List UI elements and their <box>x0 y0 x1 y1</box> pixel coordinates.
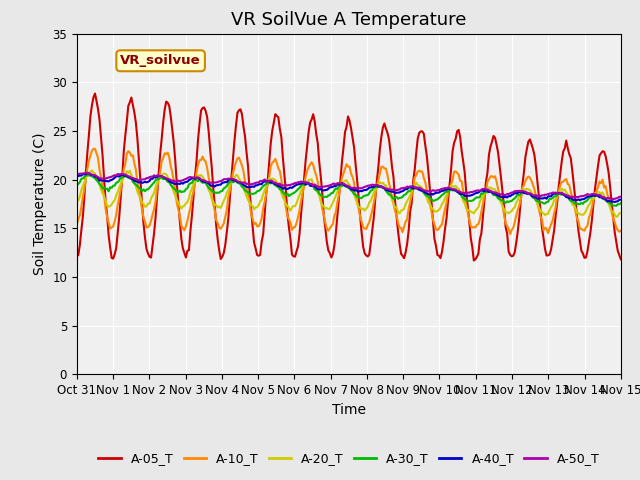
Line: A-20_T: A-20_T <box>77 170 621 217</box>
A-40_T <box>85 170 93 176</box>
A-50_T <box>237 180 244 185</box>
A-20_T <box>617 210 625 216</box>
A-50_T <box>264 179 271 184</box>
A-40_T <box>237 180 244 186</box>
A-50_T <box>617 194 625 200</box>
A-20_T <box>237 178 244 183</box>
A-50_T <box>255 180 262 185</box>
A-05_T <box>91 91 99 96</box>
A-50_T <box>312 183 320 189</box>
Line: A-30_T: A-30_T <box>77 175 621 206</box>
A-20_T <box>141 204 149 210</box>
A-10_T <box>264 181 271 187</box>
A-20_T <box>255 202 262 208</box>
A-05_T <box>255 253 262 259</box>
A-50_T <box>588 191 596 197</box>
Line: A-40_T: A-40_T <box>77 173 621 202</box>
A-10_T <box>589 196 597 202</box>
A-40_T <box>617 197 625 203</box>
Line: A-50_T: A-50_T <box>77 173 621 199</box>
A-10_T <box>617 228 625 233</box>
A-05_T <box>589 200 597 205</box>
A-05_T <box>312 131 320 137</box>
A-40_T <box>588 193 596 199</box>
A-20_T <box>612 214 620 220</box>
Legend: A-05_T, A-10_T, A-20_T, A-30_T, A-40_T, A-50_T: A-05_T, A-10_T, A-20_T, A-30_T, A-40_T, … <box>93 447 604 470</box>
A-30_T <box>617 200 625 206</box>
A-20_T <box>264 180 271 186</box>
A-30_T <box>612 203 620 209</box>
A-30_T <box>84 172 92 178</box>
A-30_T <box>312 187 320 193</box>
A-40_T <box>264 179 271 184</box>
A-50_T <box>82 170 90 176</box>
Y-axis label: Soil Temperature (C): Soil Temperature (C) <box>33 133 47 275</box>
A-05_T <box>617 256 625 262</box>
Title: VR SoilVue A Temperature: VR SoilVue A Temperature <box>231 11 467 29</box>
A-20_T <box>73 199 81 204</box>
A-05_T <box>73 254 81 260</box>
A-10_T <box>91 146 99 152</box>
A-30_T <box>141 188 149 194</box>
A-50_T <box>73 171 81 177</box>
A-05_T <box>141 235 149 240</box>
A-40_T <box>611 199 619 205</box>
A-50_T <box>141 177 149 182</box>
A-50_T <box>609 196 617 202</box>
A-40_T <box>255 181 262 187</box>
A-20_T <box>312 187 320 193</box>
A-30_T <box>237 181 244 187</box>
A-05_T <box>470 258 477 264</box>
X-axis label: Time: Time <box>332 403 366 417</box>
A-30_T <box>73 183 81 189</box>
A-10_T <box>506 231 514 237</box>
A-10_T <box>312 172 320 178</box>
A-40_T <box>141 179 149 185</box>
A-20_T <box>588 196 596 202</box>
A-10_T <box>141 218 149 224</box>
A-10_T <box>255 223 262 229</box>
A-30_T <box>588 193 596 199</box>
A-30_T <box>264 180 271 186</box>
A-10_T <box>237 158 244 164</box>
A-30_T <box>255 188 262 194</box>
A-40_T <box>312 185 320 191</box>
A-05_T <box>264 178 271 183</box>
A-10_T <box>73 222 81 228</box>
A-05_T <box>237 107 244 112</box>
Line: A-05_T: A-05_T <box>77 94 621 261</box>
A-20_T <box>88 168 96 173</box>
Text: VR_soilvue: VR_soilvue <box>120 54 201 67</box>
Line: A-10_T: A-10_T <box>77 149 621 234</box>
A-40_T <box>73 174 81 180</box>
